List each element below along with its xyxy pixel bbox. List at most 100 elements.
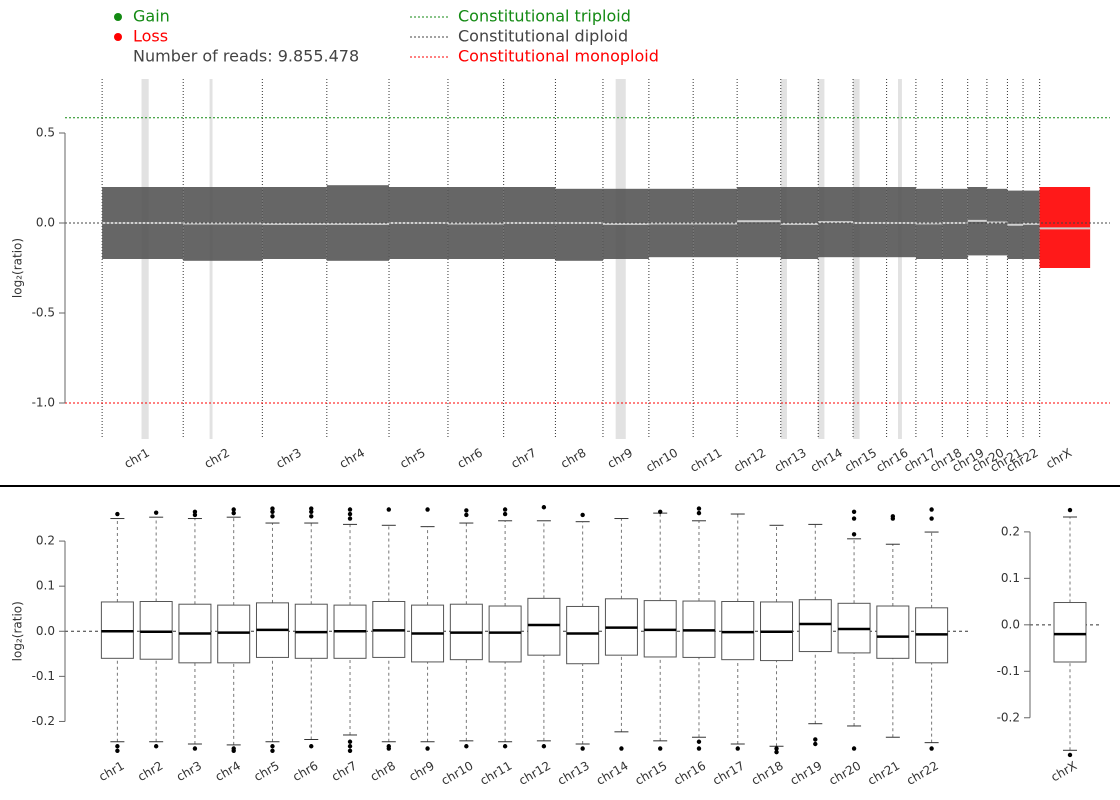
outlier <box>851 746 857 751</box>
outlier <box>270 748 275 753</box>
y-axis-label: log₂(ratio) <box>11 238 25 298</box>
outlier <box>386 507 391 512</box>
x-tick-label: chr18 <box>749 759 786 788</box>
x-tick-label: chr17 <box>710 759 747 788</box>
x-tick-label: chr22 <box>904 759 941 788</box>
outlier <box>270 509 275 514</box>
outlier <box>851 532 857 537</box>
x-tick-label: chr14 <box>594 759 631 788</box>
x-tick-label: chr4 <box>213 759 243 785</box>
outlier <box>813 741 818 747</box>
outlier <box>270 506 275 511</box>
x-tick-label: chr3 <box>274 446 304 472</box>
x-tick-label: chrX <box>1049 759 1080 785</box>
outlier <box>309 514 314 519</box>
x-tick-label: chr1 <box>96 759 126 785</box>
outlier <box>386 746 391 751</box>
x-tick-label: chr13 <box>555 759 592 788</box>
outlier <box>270 744 275 749</box>
outlier <box>774 746 779 751</box>
y-tick-label: -0.1 <box>997 664 1020 678</box>
outlier <box>464 512 469 518</box>
x-tick-label: chr4 <box>337 446 367 472</box>
outlier <box>153 744 159 749</box>
outlier <box>347 744 353 749</box>
y-tick-label: 0.1 <box>1001 571 1020 585</box>
outlier <box>115 744 120 749</box>
legend-label: Constitutional triploid <box>458 7 631 26</box>
outlier <box>541 505 547 510</box>
outlier <box>851 509 857 514</box>
box <box>488 605 522 663</box>
reads-note: Number of reads: 9.855.478 <box>133 47 359 66</box>
outlier <box>1067 752 1073 758</box>
y-tick-label: 0.5 <box>36 126 55 140</box>
outlier <box>153 510 159 515</box>
outlier <box>696 746 702 751</box>
x-tick-label: chr12 <box>731 446 768 475</box>
legend-label: Loss <box>133 27 168 46</box>
x-tick-label: chrX <box>1043 446 1074 472</box>
legend-label: Gain <box>133 7 170 26</box>
y-tick-label: 0.0 <box>36 624 55 638</box>
y-tick-label: 0.1 <box>36 579 55 593</box>
gap-band <box>898 79 902 439</box>
outlier <box>464 744 469 749</box>
y-tick-label: 0.0 <box>36 216 55 230</box>
x-tick-label: chr12 <box>516 759 553 788</box>
x-tick-label: chr9 <box>407 759 437 785</box>
outlier <box>502 511 508 517</box>
outlier <box>658 509 663 514</box>
y-tick-label: -0.5 <box>32 306 55 320</box>
outlier <box>774 749 779 755</box>
x-tick-label: chr20 <box>827 759 864 788</box>
y-tick-label: 0.2 <box>36 534 55 548</box>
outlier <box>658 746 663 751</box>
x-tick-label: chr13 <box>772 446 809 475</box>
x-tick-label: chr7 <box>509 446 539 472</box>
outlier <box>231 507 236 512</box>
box <box>876 605 910 659</box>
y-tick-label: 0.2 <box>1001 524 1020 538</box>
outlier <box>425 507 430 512</box>
outlier <box>231 510 236 516</box>
y-tick-label: 0.0 <box>1001 617 1020 631</box>
outlier <box>1067 507 1073 513</box>
outlier <box>580 512 585 518</box>
outlier <box>309 509 314 514</box>
y-tick-label: -0.2 <box>997 710 1020 724</box>
legend-marker <box>114 13 122 21</box>
legend-label: Constitutional monoploid <box>458 47 659 66</box>
outlier <box>231 748 236 753</box>
outlier <box>502 744 508 749</box>
x-tick-label: chr1 <box>122 446 152 472</box>
outlier <box>929 507 934 512</box>
box <box>527 597 561 656</box>
outlier <box>347 739 353 744</box>
outlier <box>347 516 353 521</box>
outlier <box>425 746 430 751</box>
x-tick-label: chr16 <box>671 759 708 788</box>
x-tick-label: chr8 <box>368 759 398 785</box>
x-tick-label: chr15 <box>842 446 879 475</box>
x-tick-label: chr5 <box>252 759 282 785</box>
outlier <box>890 514 896 519</box>
outlier <box>192 512 198 518</box>
outlier <box>347 511 353 517</box>
outlier <box>813 737 818 742</box>
legend-label: Constitutional diploid <box>458 27 628 46</box>
x-tick-label: chr11 <box>688 446 725 475</box>
y-axis-label: log₂(ratio) <box>11 601 25 661</box>
x-tick-label: chr2 <box>135 759 165 785</box>
outlier <box>115 748 120 753</box>
outlier <box>309 744 314 749</box>
outlier <box>929 516 934 521</box>
x-tick-label: chr5 <box>398 446 428 472</box>
x-tick-label: chr6 <box>455 446 485 472</box>
box <box>721 601 755 661</box>
outlier <box>580 746 585 751</box>
x-tick-label: chr19 <box>788 759 825 788</box>
x-tick-label: chr10 <box>643 446 680 475</box>
x-tick-label: chr9 <box>605 446 635 472</box>
